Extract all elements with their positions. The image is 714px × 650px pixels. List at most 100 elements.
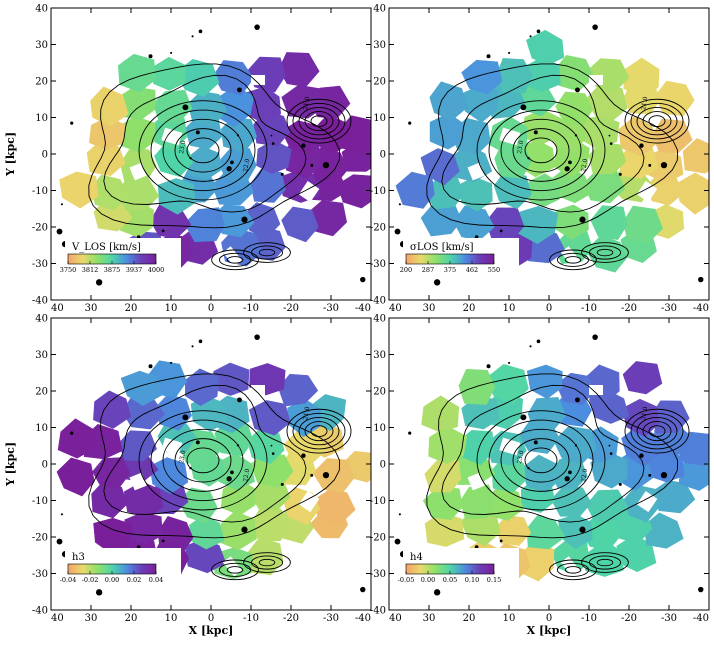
contour-line — [524, 137, 558, 164]
y-tick-label: 30 — [35, 40, 48, 51]
contour-line — [88, 63, 341, 229]
point-source — [95, 589, 103, 596]
point-source — [499, 539, 503, 543]
x-tick-label: 0 — [208, 303, 214, 314]
point-source — [508, 51, 511, 54]
point-source — [527, 156, 530, 160]
point-source — [408, 121, 412, 125]
colorbar-label: h3 — [72, 552, 85, 563]
contour-line — [150, 419, 256, 502]
bin — [550, 485, 592, 517]
panel-top-right: 23.022.021.040 30 20 10 0 -10 -20 -30 -404030201… — [370, 4, 710, 314]
point-source — [198, 29, 203, 34]
point-source — [698, 586, 704, 593]
x-tick-label: -30 — [661, 303, 677, 314]
point-source — [579, 526, 586, 533]
point-source — [95, 279, 103, 286]
y-tick-label: -30 — [370, 569, 386, 580]
point-source — [499, 229, 503, 233]
contour-line — [162, 118, 244, 182]
point-source — [575, 87, 580, 93]
point-source — [322, 161, 330, 169]
contour-line — [162, 428, 244, 492]
x-tick-label: -30 — [323, 613, 339, 624]
contour-label: 22.0 — [242, 158, 251, 173]
y-tick-label: -10 — [370, 496, 386, 507]
contour-line — [512, 128, 570, 173]
bin — [557, 514, 593, 550]
x-tick-label: 20 — [463, 303, 476, 314]
colorbar: V_LOS [km/s] 3750 3812 3875 3937 4000 — [60, 238, 181, 278]
contour-line — [226, 256, 244, 264]
bin — [189, 514, 225, 550]
point-source — [533, 440, 538, 445]
contour-line — [564, 566, 582, 574]
point-source — [280, 482, 284, 486]
point-source — [608, 444, 611, 447]
point-source — [608, 134, 611, 137]
masked-gap — [251, 75, 265, 85]
contour-line — [549, 559, 597, 581]
point-source — [56, 228, 63, 235]
point-source — [394, 228, 401, 235]
contours — [426, 63, 690, 271]
bin — [496, 58, 533, 94]
y-tick-label: -30 — [370, 259, 386, 270]
x-tick-label: -20 — [621, 303, 637, 314]
colorbar-tick-label: 3750 — [60, 266, 77, 274]
contour-line — [250, 245, 284, 260]
x-tick-label: 10 — [503, 303, 516, 314]
x-axis-label: X [kpc] — [527, 624, 572, 637]
point-source — [698, 276, 704, 283]
y-tick-label: 20 — [35, 77, 48, 88]
contour-line — [426, 373, 679, 539]
contour-line — [648, 115, 666, 128]
contour-line — [174, 128, 232, 173]
panel-bottom-left: 23.022.021.040 30 20 10 0 -10 -20 -30 -404030201… — [4, 314, 372, 637]
y-tick-label: -20 — [32, 533, 48, 544]
contour-line — [250, 555, 284, 570]
colorbar-tick-label: 0.10 — [465, 576, 479, 584]
contour-line — [211, 559, 259, 581]
point-source — [280, 172, 284, 176]
colorbar-tick-label: 4000 — [148, 266, 165, 274]
point-source — [398, 203, 401, 206]
bin — [526, 29, 565, 66]
point-source — [56, 538, 63, 545]
x-tick-label: -40 — [693, 303, 709, 314]
contour-line — [588, 245, 622, 260]
point-source — [148, 54, 153, 59]
contour-label: 21.0 — [302, 96, 311, 111]
bin — [256, 139, 292, 175]
contour-line — [310, 115, 328, 128]
colorbar-label: V_LOS [km/s] — [71, 242, 141, 253]
contour-line — [243, 242, 291, 263]
contour-label: 21.0 — [302, 406, 311, 421]
point-source — [574, 134, 578, 137]
voronoi-bins — [56, 360, 371, 580]
colorbar-tick-label: 462 — [466, 266, 478, 274]
point-source — [136, 545, 141, 549]
point-sources — [394, 334, 704, 596]
y-tick-label: -20 — [370, 223, 386, 234]
masked-gap — [161, 127, 183, 146]
colorbar-tick-label: 3812 — [82, 266, 99, 274]
contour-line — [500, 428, 582, 492]
masked-gap — [499, 437, 521, 456]
point-source — [648, 473, 652, 477]
point-source — [230, 470, 234, 475]
contour-line — [630, 412, 684, 450]
contour-line — [624, 408, 690, 454]
contour-line — [226, 566, 244, 574]
contour-line — [549, 249, 597, 271]
y-tick-label: 10 — [35, 113, 48, 124]
contour-line — [441, 74, 645, 213]
bin — [461, 396, 500, 430]
x-tick-label: -20 — [283, 613, 299, 624]
bin — [521, 109, 562, 146]
contour-label: 23.0 — [178, 450, 187, 465]
panel-top-left: 23.022.021.040 30 20 10 0 -10 -20 -30 -404030201… — [4, 4, 372, 314]
colorbar-tick-label: 3937 — [126, 266, 143, 274]
bin — [154, 142, 195, 177]
point-source — [579, 216, 586, 223]
